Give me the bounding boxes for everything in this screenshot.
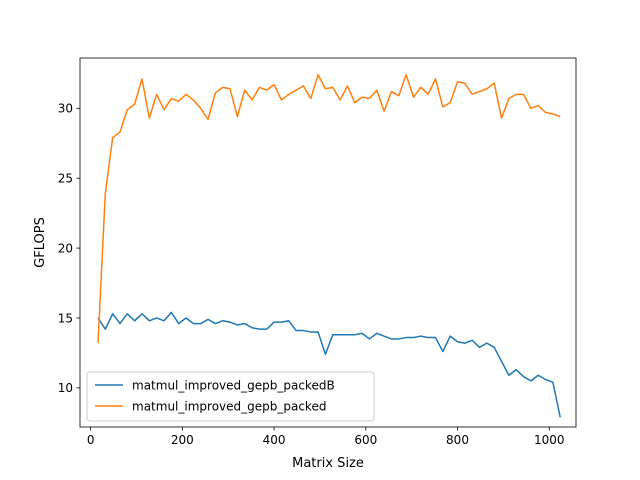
y-axis-ticks: 10 15 20 25 30	[58, 102, 80, 395]
y-tick-label: 20	[58, 241, 73, 255]
x-tick-label: 400	[263, 433, 286, 447]
axes-frame	[79, 57, 577, 428]
x-tick-label: 800	[446, 433, 469, 447]
legend-box	[86, 371, 375, 422]
x-tick-label: 1000	[534, 433, 565, 447]
x-tick-label: 0	[87, 433, 95, 447]
x-axis-ticks: 0 200 400 600 800 1000	[87, 427, 565, 447]
y-tick-label: 30	[58, 102, 73, 116]
series-layer	[97, 74, 561, 418]
y-tick-label: 25	[58, 172, 73, 186]
y-tick-label: 10	[58, 381, 73, 395]
legend-label: matmul_improved_gepb_packed	[132, 400, 326, 414]
y-axis-label: GFLOPS	[33, 217, 48, 268]
x-tick-label: 600	[354, 433, 377, 447]
legend-label: matmul_improved_gepb_packedB	[132, 379, 335, 393]
legend: matmul_improved_gepb_packedB matmul_impro…	[86, 371, 375, 422]
series-line-0	[97, 311, 561, 418]
x-axis-label: Matrix Size	[292, 456, 364, 471]
x-tick-label: 200	[171, 433, 194, 447]
y-tick-label: 15	[58, 311, 73, 325]
plot-area	[79, 57, 577, 428]
series-line-1	[97, 74, 561, 344]
